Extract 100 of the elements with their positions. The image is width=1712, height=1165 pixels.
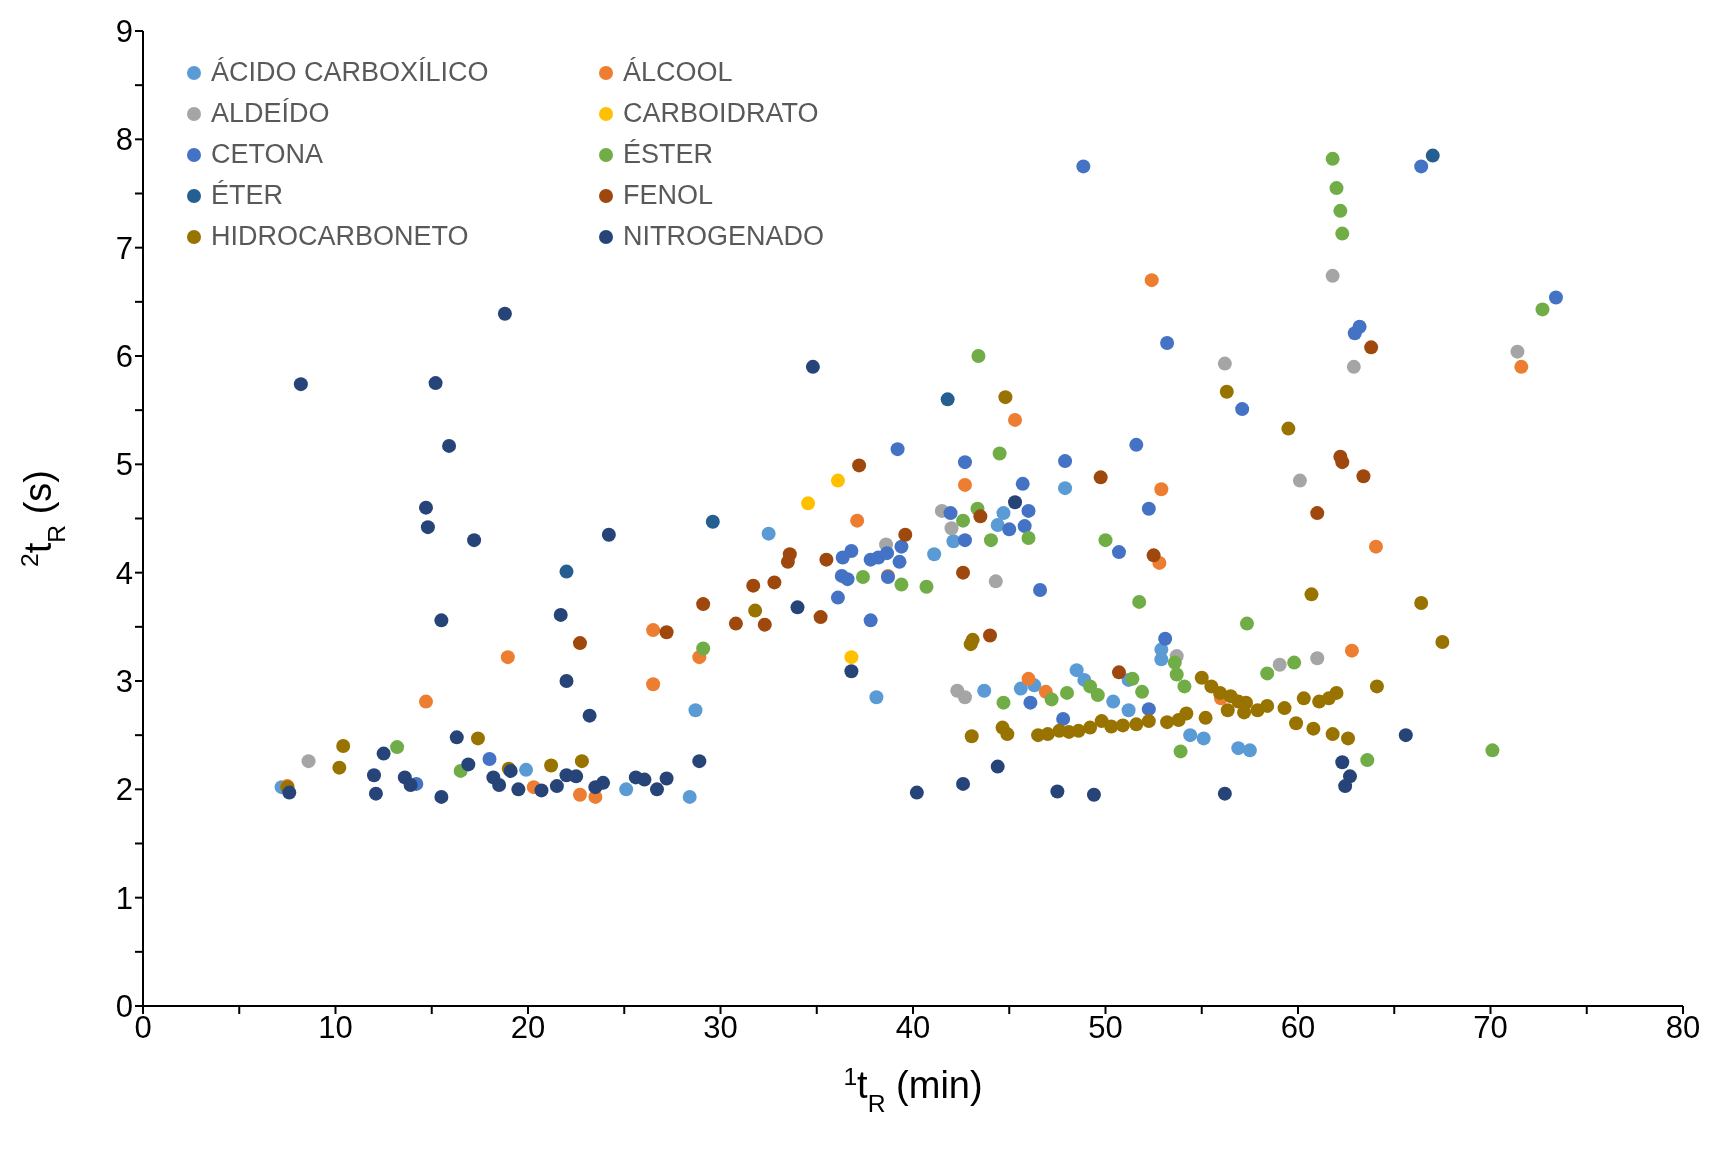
legend-label: ÉSTER <box>623 139 714 170</box>
point <box>1167 655 1182 670</box>
point <box>1160 715 1175 730</box>
point <box>927 547 942 562</box>
point <box>1173 744 1188 759</box>
point <box>1242 743 1257 758</box>
point <box>1548 290 1563 305</box>
point <box>973 509 988 524</box>
y-tick-label: 4 <box>115 555 133 591</box>
point <box>692 754 707 769</box>
point <box>1535 302 1550 317</box>
point <box>1329 685 1344 700</box>
point <box>990 759 1005 774</box>
point <box>1237 705 1252 720</box>
point <box>282 785 297 800</box>
x-tick-label: 50 <box>1088 1010 1123 1046</box>
point <box>909 785 924 800</box>
point <box>819 552 834 567</box>
point <box>1220 703 1235 718</box>
point <box>1160 336 1175 350</box>
point <box>418 500 433 515</box>
point <box>646 623 661 638</box>
point <box>998 390 1013 405</box>
point <box>919 579 934 594</box>
point <box>1050 784 1065 799</box>
point <box>801 496 816 511</box>
point <box>988 574 1003 589</box>
point <box>1060 685 1074 700</box>
x-tick-label: 60 <box>1280 1010 1316 1046</box>
point <box>1198 710 1213 725</box>
point <box>957 533 972 548</box>
legend-label: ALDEÍDO <box>211 98 330 129</box>
point <box>619 782 634 797</box>
point <box>748 603 763 618</box>
legend-label: CARBOIDRATO <box>623 98 819 129</box>
point <box>957 690 972 705</box>
point <box>1141 714 1156 729</box>
point <box>1296 691 1311 706</box>
point <box>511 782 526 797</box>
point <box>569 769 584 784</box>
point <box>1346 359 1361 374</box>
legend-label: NITROGENADO <box>623 221 825 252</box>
point <box>482 752 497 766</box>
point <box>1169 667 1184 682</box>
point <box>1183 728 1198 743</box>
legend-label: HIDROCARBONETO <box>211 221 469 252</box>
legend-label: ÁLCOOL <box>623 57 733 88</box>
point <box>1360 753 1375 768</box>
point <box>1333 203 1348 218</box>
point <box>855 570 870 584</box>
point <box>1239 616 1254 631</box>
point <box>767 575 782 590</box>
point <box>965 632 980 647</box>
point <box>1058 481 1073 496</box>
point <box>1510 344 1525 359</box>
point <box>332 760 347 775</box>
point <box>1287 655 1302 670</box>
point <box>850 513 865 528</box>
point <box>1369 679 1384 694</box>
point <box>688 703 703 718</box>
point <box>956 513 971 528</box>
point <box>601 527 616 542</box>
point <box>1344 643 1359 658</box>
point <box>559 564 574 579</box>
point <box>1292 473 1307 488</box>
point <box>1106 694 1121 709</box>
point <box>1132 594 1147 609</box>
point <box>1335 755 1350 770</box>
point <box>1260 666 1275 681</box>
y-tick-label: 2 <box>115 772 133 808</box>
point <box>549 779 564 794</box>
point <box>1158 631 1173 646</box>
point <box>790 600 805 615</box>
point <box>442 438 457 453</box>
y-tick-label: 8 <box>115 122 133 158</box>
point <box>390 740 405 755</box>
x-tick-label: 80 <box>1665 1010 1701 1046</box>
x-tick-label: 20 <box>510 1010 546 1046</box>
point <box>461 757 476 772</box>
point <box>1008 412 1023 427</box>
legend-label: CETONA <box>211 139 324 170</box>
point <box>1146 548 1161 563</box>
point <box>940 392 955 407</box>
point <box>336 739 351 753</box>
point <box>1023 695 1038 710</box>
point <box>830 590 845 605</box>
point <box>964 729 979 744</box>
point <box>1021 671 1036 686</box>
point <box>1021 503 1036 518</box>
point <box>696 597 711 612</box>
point <box>534 783 549 798</box>
point <box>1177 679 1192 694</box>
point <box>544 758 559 773</box>
y-tick-label: 6 <box>115 339 133 375</box>
point <box>1310 506 1325 521</box>
point <box>500 650 515 665</box>
point <box>869 690 884 705</box>
x-tick-label: 40 <box>895 1010 931 1046</box>
point <box>1125 671 1140 686</box>
point <box>1015 476 1030 491</box>
